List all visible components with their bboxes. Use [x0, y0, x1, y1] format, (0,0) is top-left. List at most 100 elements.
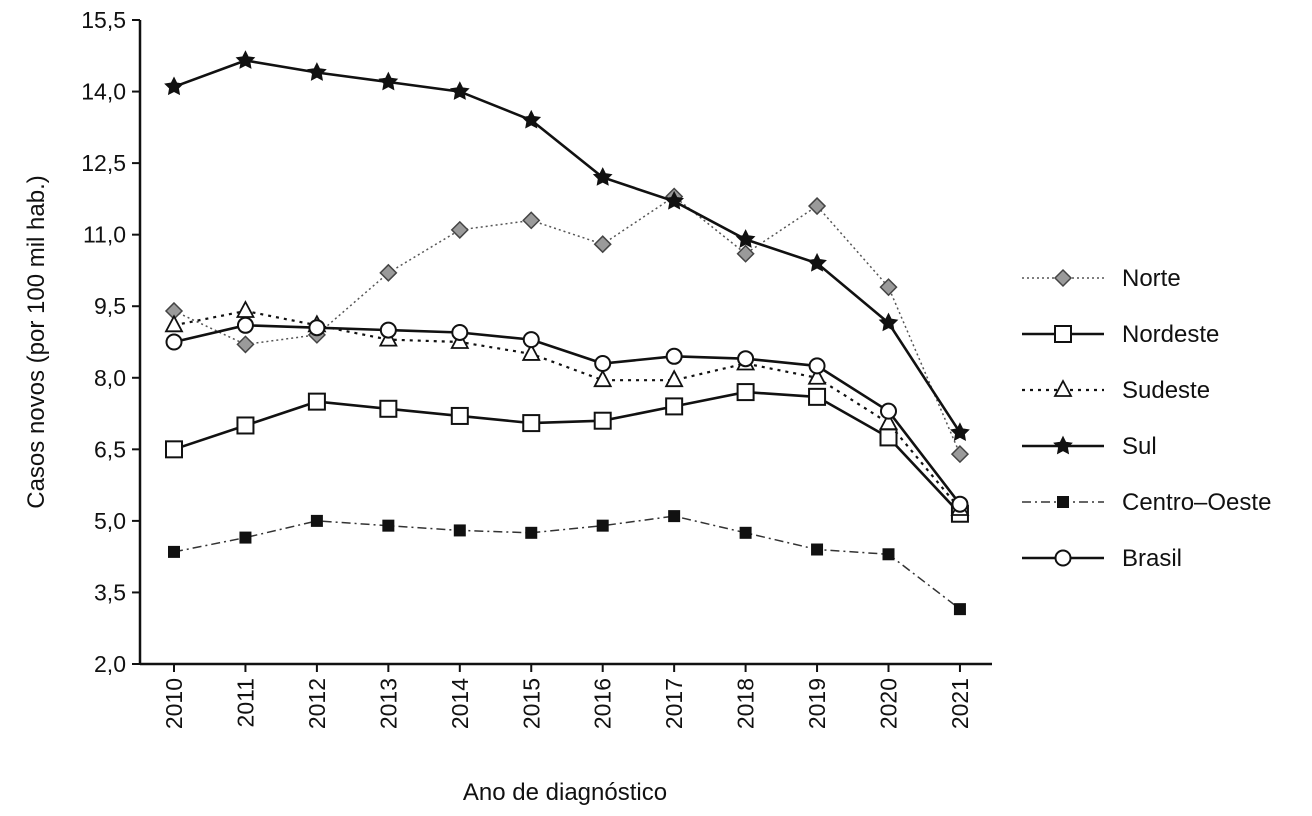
x-tick-label: 2020 [876, 678, 902, 729]
data-point [522, 331, 540, 349]
data-point [307, 392, 326, 411]
data-point [451, 323, 469, 341]
series-2 [164, 300, 970, 516]
series-line [173, 390, 961, 515]
data-point [808, 387, 827, 406]
series-line [173, 515, 961, 610]
legend: Norte Nordeste Sudeste Sul Centro–Oeste Brasi… [1022, 265, 1271, 572]
data-point [664, 369, 684, 388]
x-tick-label: 2018 [733, 678, 759, 729]
data-point [807, 196, 827, 216]
y-tick-label: 2,0 [94, 651, 126, 677]
y-tick-label: 15,5 [81, 7, 126, 33]
x-tick-label: 2012 [304, 678, 330, 729]
y-tick-label: 3,5 [94, 579, 126, 605]
data-point [668, 510, 681, 523]
y-tick-label: 11,0 [83, 222, 126, 248]
legend-marker [1053, 268, 1073, 288]
legend-label: Sudeste [1122, 377, 1210, 404]
data-point [736, 383, 755, 402]
legend-marker [1054, 549, 1072, 567]
data-point [521, 343, 541, 361]
data-point [450, 220, 469, 239]
data-point [164, 76, 184, 96]
series-line [173, 323, 962, 505]
y-axis-label: Casos novos (por 100 mil hab.) [23, 175, 50, 509]
y-tick-label: 5,0 [94, 508, 126, 534]
x-axis-label: Ano de diagnóstico [463, 779, 667, 806]
data-point [236, 416, 255, 435]
legend-item: Nordeste [1022, 321, 1219, 348]
data-point [593, 369, 613, 388]
data-point [378, 71, 399, 91]
data-point [594, 354, 612, 372]
data-point [665, 347, 683, 365]
data-point [807, 366, 827, 385]
data-point [665, 397, 684, 416]
x-tick-label: 2017 [661, 678, 687, 729]
x-tick-label: 2015 [518, 678, 544, 729]
data-point [879, 412, 898, 430]
data-point [522, 211, 541, 230]
data-point [379, 399, 398, 418]
data-point [596, 519, 609, 532]
legend-item: Brasil [1022, 545, 1182, 572]
data-point [737, 350, 755, 368]
data-point [310, 514, 323, 527]
data-point [736, 244, 755, 263]
data-point [811, 543, 824, 556]
data-point [807, 252, 827, 272]
data-point [664, 190, 684, 210]
axes: 2,0 3,5 5,0 6,5 8,0 9,5 11,0 12,5 14,0 15,5 2010 20… [81, 7, 992, 729]
data-point [878, 312, 899, 332]
data-point [236, 335, 255, 354]
legend-item: Sul [1022, 433, 1157, 460]
y-tick-label: 14,0 [81, 79, 126, 105]
legend-label: Centro–Oeste [1122, 489, 1271, 516]
data-point [308, 319, 326, 337]
data-point [236, 316, 254, 334]
x-tick-label: 2021 [947, 678, 973, 729]
series-layer [164, 50, 970, 616]
data-point [453, 524, 466, 537]
series-line [173, 309, 961, 510]
data-point [379, 321, 397, 339]
data-point [951, 495, 969, 513]
data-point [950, 445, 970, 464]
data-point [165, 333, 183, 351]
legend-item: Sudeste [1022, 377, 1210, 404]
data-point [739, 526, 752, 539]
legend-item: Norte [1022, 265, 1181, 292]
data-point [593, 411, 612, 430]
series-4 [168, 510, 966, 616]
series-line [173, 59, 962, 434]
legend-item: Centro–Oeste [1022, 489, 1271, 516]
data-point [449, 81, 470, 100]
legend-marker [1057, 496, 1069, 508]
data-point [879, 278, 898, 297]
data-point [165, 440, 183, 459]
data-point [521, 109, 542, 129]
data-point [735, 229, 756, 248]
data-point [379, 263, 398, 282]
x-tick-label: 2011 [232, 678, 258, 727]
data-point [239, 531, 252, 544]
legend-label: Nordeste [1122, 321, 1219, 348]
legend-label: Brasil [1122, 545, 1182, 572]
x-tick-label: 2016 [590, 678, 616, 729]
data-point [808, 357, 826, 375]
data-point [592, 167, 613, 186]
data-point [879, 428, 898, 447]
legend-label: Sul [1122, 433, 1157, 460]
data-point [164, 314, 184, 333]
data-point [953, 603, 966, 616]
data-point [307, 62, 327, 81]
data-point [950, 422, 970, 442]
y-tick-label: 6,5 [94, 436, 126, 462]
x-tick-label: 2013 [375, 678, 401, 729]
data-point [235, 300, 255, 318]
legend-marker [1053, 435, 1073, 455]
data-point [525, 526, 538, 539]
series-1 [165, 383, 969, 523]
